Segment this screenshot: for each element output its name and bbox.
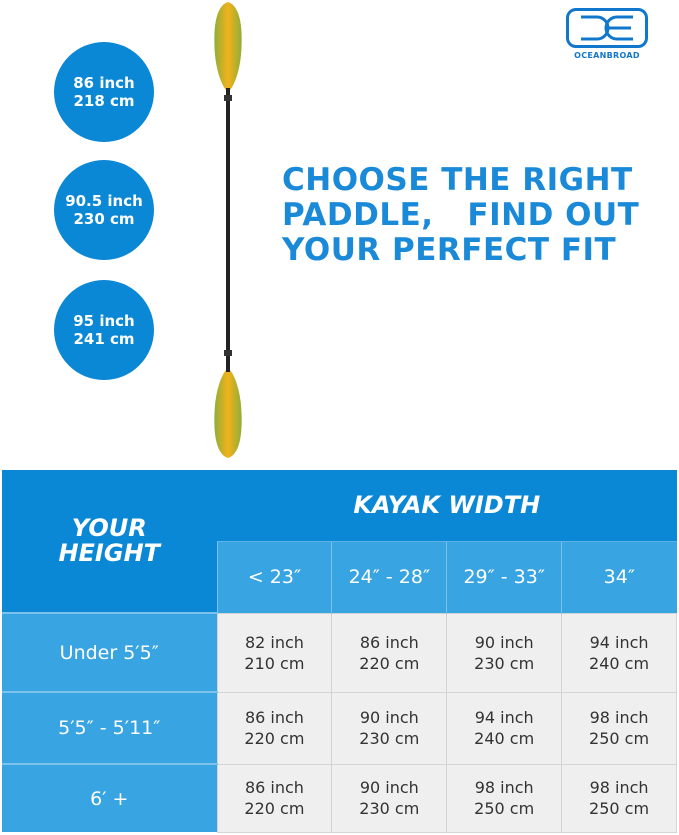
cell-cm: 230 cm [359,799,420,818]
paddle-length-cell: 98 inch 250 cm [446,763,563,833]
headline-line: PADDLE, FIND OUT [282,197,640,233]
cell-cm: 220 cm [359,653,420,673]
corner-line: YOUR [71,514,147,542]
cell-inch: 86 inch [244,778,304,797]
cell-cm: 250 cm [589,799,650,818]
cell-inch: 86 inch [244,708,304,727]
cell-inch: 82 inch [244,632,304,652]
your-height-header: YOUR HEIGHT [2,470,217,613]
length-inch: 86 inch [73,74,135,92]
paddle-length-cell: 90 inch 230 cm [331,763,448,833]
width-header: 34″ [561,541,677,613]
cell-cm: 210 cm [244,653,305,673]
paddle-length-cell: 94 inch 240 cm [446,691,563,765]
length-inch: 90.5 inch [65,192,143,210]
paddle-length-cell: 98 inch 250 cm [561,691,677,765]
length-cm: 218 cm [73,92,135,110]
cell-cm: 230 cm [474,653,535,673]
brand-logo: OCEANBROAD [566,8,648,62]
height-label: 5′5″ - 5′11″ [2,691,217,764]
width-header: < 23″ [216,541,332,613]
headline-line: YOUR PERFECT FIT [282,232,617,268]
cell-inch: 90 inch [474,632,534,652]
width-header: 24″ - 28″ [331,541,447,613]
logo-text: OCEANBROAD [574,51,640,60]
paddle-image [214,2,242,458]
cell-inch: 98 inch [589,708,649,727]
paddle-length-cell: 90 inch 230 cm [331,691,448,765]
length-badge-86: 86 inch 218 cm [54,42,154,142]
paddle-length-cell: 82 inch 210 cm [216,612,333,693]
cell-cm: 240 cm [589,653,650,673]
cell-cm: 240 cm [474,729,535,748]
cell-cm: 220 cm [244,799,305,818]
length-cm: 230 cm [73,210,135,228]
logo-de-icon [581,15,633,41]
cell-inch: 86 inch [359,632,419,652]
paddle-length-cell: 86 inch 220 cm [216,763,333,833]
paddle-length-cell: 86 inch 220 cm [216,691,333,765]
paddle-length-cell: 98 inch 250 cm [561,763,677,833]
kayak-width-header: KAYAK WIDTH [217,470,677,542]
logo-mark [566,8,648,48]
cell-inch: 90 inch [359,778,419,797]
length-badge-90-5: 90.5 inch 230 cm [54,160,154,260]
cell-inch: 98 inch [589,778,649,797]
height-label: Under 5′5″ [2,612,217,692]
corner-line: HEIGHT [58,539,161,567]
cell-inch: 98 inch [474,778,534,797]
height-label: 6′ + [2,763,217,832]
paddle-length-cell: 90 inch 230 cm [446,612,563,693]
table-row: Under 5′5″ 82 inch 210 cm 86 inch 220 cm 90 i… [2,612,677,693]
table-row: 5′5″ - 5′11″ 86 inch 220 cm 90 inch 230 cm 94… [2,691,677,765]
cell-cm: 220 cm [244,729,305,748]
headline: CHOOSE THE RIGHT PADDLE, FIND OUT YOUR P… [282,163,639,268]
table-row: 6′ + 86 inch 220 cm 90 inch 230 cm 98 inch 250… [2,763,677,833]
cell-inch: 94 inch [589,632,649,652]
length-inch: 95 inch [73,312,135,330]
cell-cm: 250 cm [474,799,535,818]
paddle-length-cell: 86 inch 220 cm [331,612,448,693]
cell-inch: 90 inch [359,708,419,727]
length-badge-95: 95 inch 241 cm [54,280,154,380]
headline-line: CHOOSE THE RIGHT [282,162,633,198]
cell-inch: 94 inch [474,708,534,727]
paddle-length-cell: 94 inch 240 cm [561,612,677,693]
width-header: 29″ - 33″ [446,541,562,613]
cell-cm: 230 cm [359,729,420,748]
size-chart-table: YOUR HEIGHT KAYAK WIDTH < 23″ 24″ - 28″ … [2,470,677,833]
length-cm: 241 cm [73,330,135,348]
cell-cm: 250 cm [589,729,650,748]
